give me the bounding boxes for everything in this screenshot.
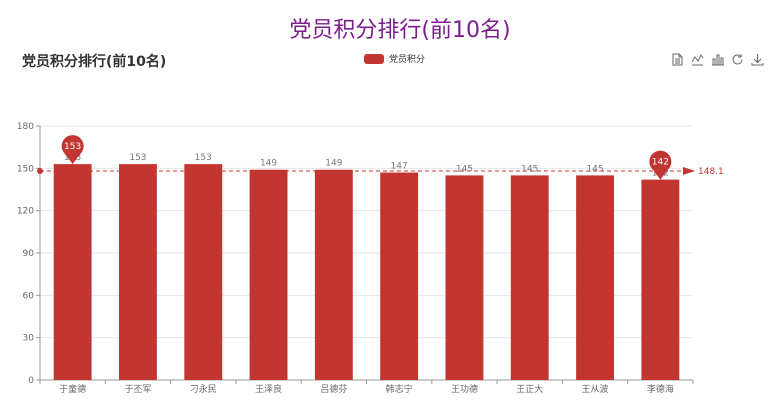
bar[interactable] [445, 175, 484, 380]
data-label: 149 [325, 159, 342, 169]
data-label: 147 [391, 162, 408, 172]
y-tick-label: 180 [17, 122, 34, 132]
bar[interactable] [119, 164, 157, 380]
data-label: 153 [129, 153, 146, 163]
bar[interactable] [380, 172, 419, 380]
x-tick-label: 吕德芬 [320, 383, 347, 395]
line-chart-icon[interactable] [691, 53, 704, 66]
y-tick-label: 120 [17, 207, 34, 217]
x-tick-label: 王泽良 [255, 383, 282, 395]
restore-icon[interactable] [731, 53, 744, 66]
page-title: 党员积分排行(前10名) [289, 18, 511, 43]
x-tick-label: 王正大 [516, 383, 543, 395]
x-tick-label: 王功德 [451, 383, 478, 395]
download-icon[interactable] [751, 53, 764, 66]
bar[interactable] [576, 175, 614, 380]
data-label: 145 [586, 164, 603, 174]
y-tick-label: 60 [23, 291, 35, 301]
bar[interactable] [641, 179, 680, 380]
mark-point-label: 153 [64, 142, 81, 152]
legend-label: 党员积分 [389, 55, 426, 65]
mark-point-label: 142 [652, 158, 669, 168]
data-label: 149 [260, 159, 277, 169]
bar[interactable] [184, 164, 223, 380]
x-tick-label: 刁永民 [190, 383, 217, 395]
legend[interactable]: 党员积分 [364, 52, 425, 65]
mark-point-pin [649, 150, 672, 173]
x-tick-label: 王从波 [582, 383, 609, 395]
mark-line-arrow [683, 167, 695, 176]
y-tick-label: 0 [28, 376, 34, 386]
y-tick-label: 150 [17, 164, 34, 174]
toolbox [671, 53, 764, 66]
y-tick-label: 30 [23, 334, 35, 344]
x-tick-label: 韩志宁 [386, 383, 413, 395]
bar[interactable] [510, 175, 549, 380]
mark-line-label: 148.1 [698, 167, 724, 177]
x-tick-label: 于丕军 [124, 384, 151, 395]
data-label: 145 [456, 164, 473, 174]
x-tick-label: 李德海 [647, 383, 674, 395]
y-tick-label: 90 [23, 249, 35, 259]
chart-title: 党员积分排行(前10名) [22, 54, 167, 70]
data-label: 153 [195, 153, 212, 163]
data-view-icon[interactable] [671, 53, 684, 66]
mark-point-pin [61, 135, 84, 158]
data-label: 145 [521, 164, 538, 174]
bar[interactable] [314, 169, 353, 380]
bar[interactable] [53, 164, 92, 380]
x-tick-label: 于童德 [59, 383, 86, 395]
bar[interactable] [249, 169, 288, 380]
legend-swatch [364, 53, 384, 64]
bar-chart-icon[interactable] [711, 53, 724, 66]
